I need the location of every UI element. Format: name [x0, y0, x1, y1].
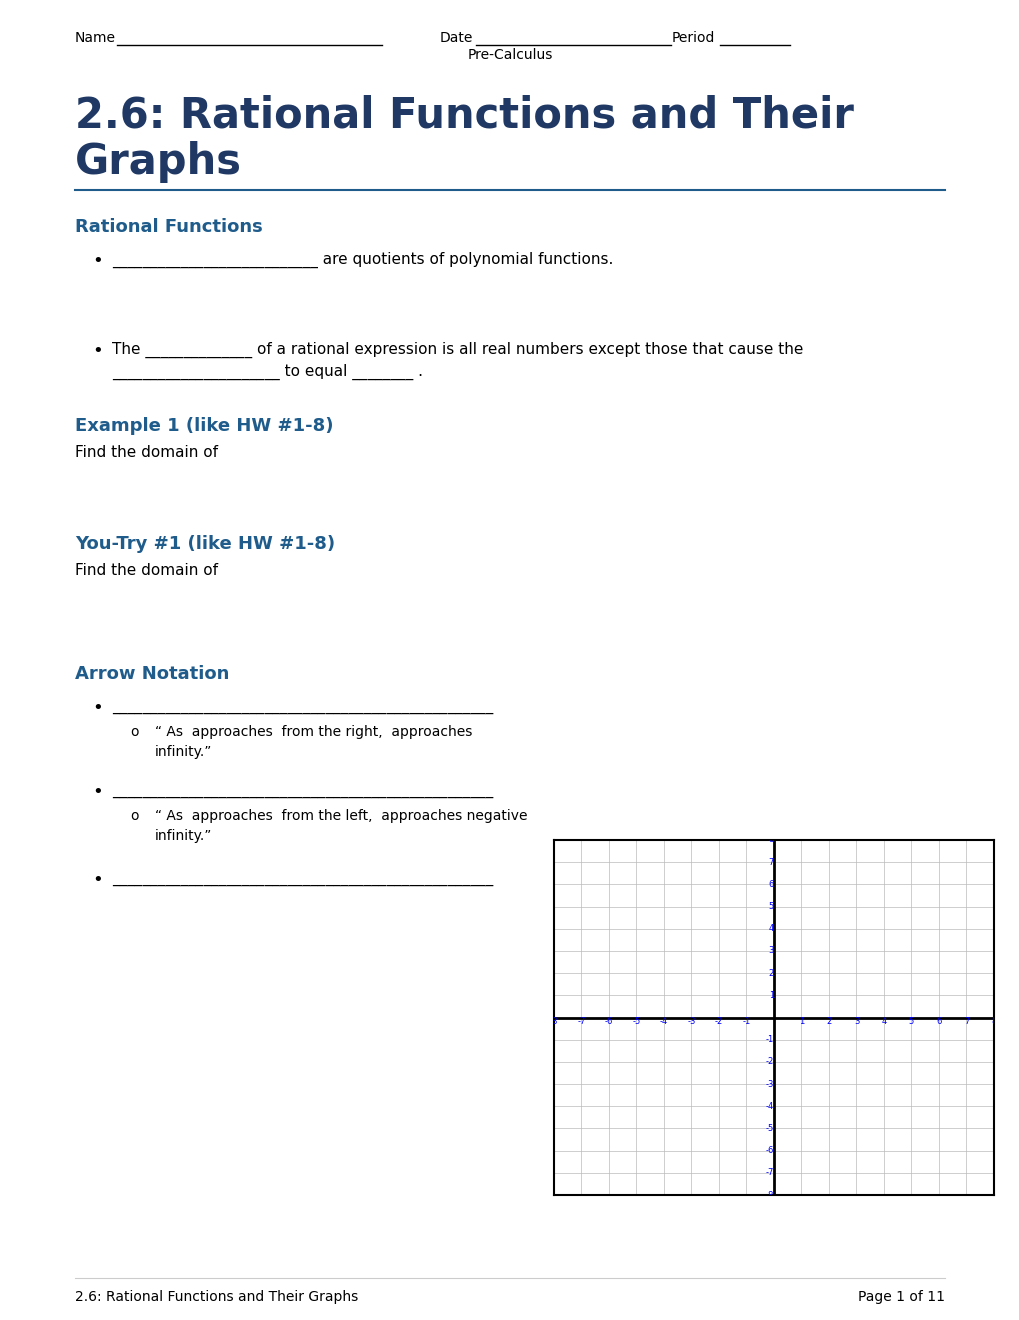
Text: 5: 5 [768, 902, 773, 911]
Text: __________________________________________________: ________________________________________… [112, 783, 493, 799]
Text: Name: Name [75, 30, 116, 45]
Text: 2: 2 [825, 1018, 830, 1027]
Text: 6: 6 [768, 880, 773, 888]
Text: -7: -7 [577, 1018, 585, 1027]
Text: The ______________ of a rational expression is all real numbers except those tha: The ______________ of a rational express… [112, 342, 803, 358]
Text: 8: 8 [990, 1018, 996, 1027]
Text: •: • [92, 342, 103, 360]
Text: -2: -2 [714, 1018, 722, 1027]
Text: -1: -1 [765, 1035, 773, 1044]
Text: -1: -1 [742, 1018, 750, 1027]
Text: 7: 7 [768, 858, 773, 867]
Text: 8: 8 [768, 836, 773, 845]
Text: 3: 3 [768, 946, 773, 956]
Text: 7: 7 [963, 1018, 968, 1027]
Text: Find the domain of: Find the domain of [75, 564, 218, 578]
Text: ___________________________ are quotients of polynomial functions.: ___________________________ are quotient… [112, 252, 612, 268]
Text: •: • [92, 700, 103, 717]
Text: “ As  approaches  from the right,  approaches: “ As approaches from the right, approach… [155, 725, 472, 739]
Text: Example 1 (like HW #1-8): Example 1 (like HW #1-8) [75, 417, 333, 436]
Text: •: • [92, 252, 103, 271]
Text: Graphs: Graphs [75, 141, 242, 183]
Text: -8: -8 [549, 1018, 557, 1027]
Text: Date: Date [439, 30, 473, 45]
Text: 4: 4 [768, 924, 773, 933]
Text: -2: -2 [765, 1057, 773, 1067]
Text: Arrow Notation: Arrow Notation [75, 665, 229, 682]
Text: 2.6: Rational Functions and Their: 2.6: Rational Functions and Their [75, 95, 853, 137]
Text: 4: 4 [880, 1018, 886, 1027]
Text: Period: Period [672, 30, 714, 45]
Text: Rational Functions: Rational Functions [75, 218, 263, 236]
Text: __________________________________________________: ________________________________________… [112, 871, 493, 886]
Text: o: o [129, 725, 139, 739]
Text: -6: -6 [604, 1018, 612, 1027]
Text: •: • [92, 871, 103, 888]
Text: 2: 2 [768, 969, 773, 978]
Text: -7: -7 [765, 1168, 773, 1177]
Text: -8: -8 [765, 1191, 773, 1200]
Text: -4: -4 [765, 1102, 773, 1110]
Text: infinity.”: infinity.” [155, 744, 212, 759]
Text: 1: 1 [798, 1018, 803, 1027]
Text: •: • [92, 783, 103, 801]
Text: Find the domain of: Find the domain of [75, 445, 218, 459]
Text: “ As  approaches  from the left,  approaches negative: “ As approaches from the left, approache… [155, 809, 527, 822]
Text: o: o [129, 809, 139, 822]
Text: You-Try #1 (like HW #1-8): You-Try #1 (like HW #1-8) [75, 535, 335, 553]
Text: __________________________________________________: ________________________________________… [112, 700, 493, 714]
Text: 2.6: Rational Functions and Their Graphs: 2.6: Rational Functions and Their Graphs [75, 1290, 358, 1304]
Text: -6: -6 [765, 1146, 773, 1155]
Text: Page 1 of 11: Page 1 of 11 [857, 1290, 944, 1304]
Text: 3: 3 [853, 1018, 858, 1027]
Text: -5: -5 [765, 1123, 773, 1133]
Text: infinity.”: infinity.” [155, 829, 212, 843]
Text: 6: 6 [935, 1018, 941, 1027]
Text: Pre-Calculus: Pre-Calculus [467, 48, 552, 62]
Text: 5: 5 [908, 1018, 913, 1027]
Text: ______________________ to equal ________ .: ______________________ to equal ________… [112, 364, 423, 380]
Text: -5: -5 [632, 1018, 640, 1027]
Text: 1: 1 [768, 991, 773, 999]
Text: -4: -4 [659, 1018, 667, 1027]
Text: -3: -3 [765, 1080, 773, 1089]
Text: -3: -3 [687, 1018, 695, 1027]
